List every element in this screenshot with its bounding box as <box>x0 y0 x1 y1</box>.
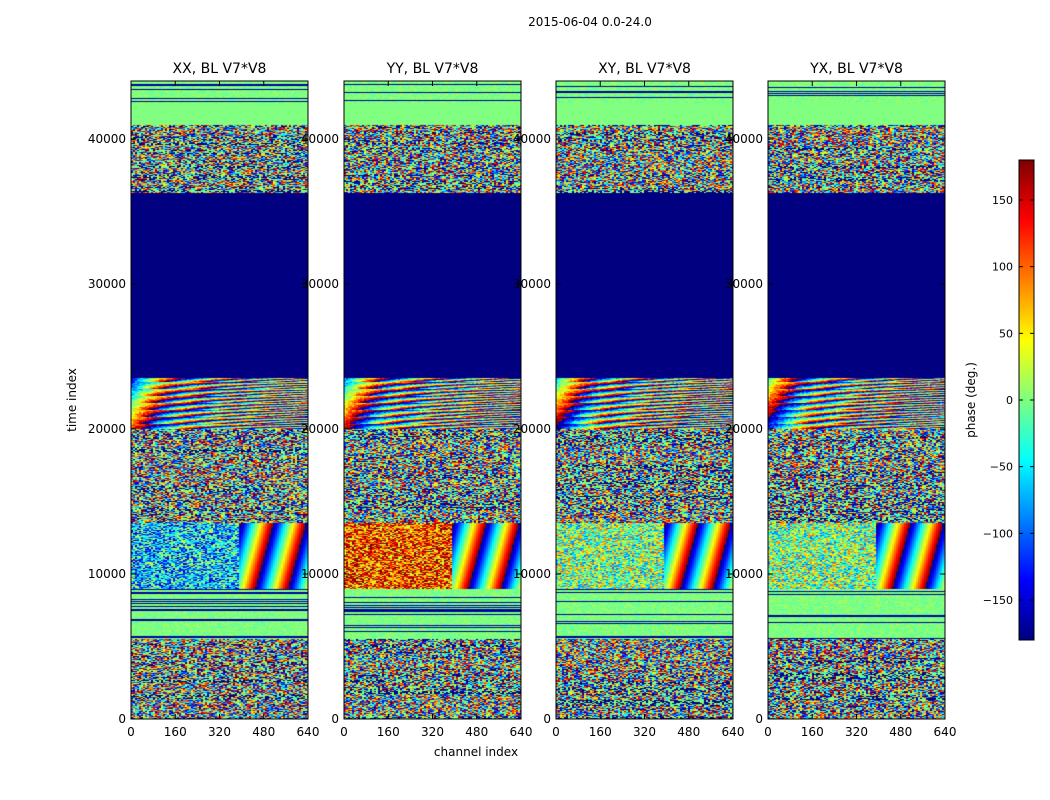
y-tick-label: 0 <box>755 712 763 726</box>
y-tick-label: 0 <box>331 712 339 726</box>
y-tick-label: 0 <box>543 712 551 726</box>
y-tick-label: 40000 <box>301 132 339 146</box>
x-tick-label: 320 <box>208 725 231 739</box>
heatmap-image <box>344 81 521 719</box>
colorbar-tick-label: 0 <box>1006 394 1013 407</box>
y-tick-label: 0 <box>118 712 126 726</box>
x-tick-label: 160 <box>377 725 400 739</box>
y-tick-label: 10000 <box>88 567 126 581</box>
colorbar-label: phase (deg.) <box>964 362 978 438</box>
y-tick-label: 20000 <box>725 422 763 436</box>
y-tick-label: 30000 <box>301 277 339 291</box>
y-tick-label: 10000 <box>301 567 339 581</box>
x-tick-label: 480 <box>889 725 912 739</box>
x-tick-label: 0 <box>552 725 560 739</box>
y-tick-label: 40000 <box>88 132 126 146</box>
colorbar-tick-label: −100 <box>983 527 1013 540</box>
heatmap-image <box>131 81 308 719</box>
y-tick-label: 30000 <box>725 277 763 291</box>
panels: XX, BL V7*V8 0 160 320 480 640 0 10000 20000 3000… <box>88 61 957 739</box>
colorbar: 150 100 50 0 −50 −100 −150 phase (deg.) <box>964 159 1035 641</box>
y-tick-label: 30000 <box>513 277 551 291</box>
panel-title: XY, BL V7*V8 <box>598 61 691 77</box>
x-axis-label: channel index <box>434 745 518 759</box>
x-tick-label: 0 <box>340 725 348 739</box>
x-tick-label: 160 <box>801 725 824 739</box>
y-tick-label: 40000 <box>513 132 551 146</box>
x-tick-label: 160 <box>589 725 612 739</box>
heatmap-image <box>768 81 945 719</box>
panel-title: YX, BL V7*V8 <box>809 61 903 77</box>
y-axis-label: time index <box>65 368 79 432</box>
colorbar-tick-label: 50 <box>999 327 1013 340</box>
x-tick-label: 640 <box>510 725 533 739</box>
heatmap-image <box>556 81 733 719</box>
panel-title: XX, BL V7*V8 <box>173 61 267 77</box>
y-tick-label: 20000 <box>513 422 551 436</box>
x-tick-label: 480 <box>677 725 700 739</box>
x-tick-label: 480 <box>252 725 275 739</box>
x-tick-label: 640 <box>722 725 745 739</box>
x-tick-label: 0 <box>127 725 135 739</box>
figure-title: 2015-06-04 0.0-24.0 <box>528 15 652 29</box>
y-tick-label: 10000 <box>513 567 551 581</box>
panel-xx: XX, BL V7*V8 0 160 320 480 640 0 10000 20000 3000… <box>88 61 320 739</box>
colorbar-tick-label: −150 <box>983 594 1013 607</box>
panel-title: YY, BL V7*V8 <box>386 61 479 77</box>
x-tick-label: 160 <box>164 725 187 739</box>
x-tick-label: 320 <box>845 725 868 739</box>
y-tick-label: 30000 <box>88 277 126 291</box>
x-tick-label: 640 <box>297 725 320 739</box>
x-tick-label: 640 <box>934 725 957 739</box>
y-tick-label: 10000 <box>725 567 763 581</box>
colorbar-tick-label: −50 <box>990 461 1013 474</box>
y-tick-label: 20000 <box>301 422 339 436</box>
x-tick-label: 480 <box>465 725 488 739</box>
x-tick-label: 320 <box>633 725 656 739</box>
colorbar-tick-label: 150 <box>992 194 1013 207</box>
y-tick-label: 20000 <box>88 422 126 436</box>
y-tick-label: 40000 <box>725 132 763 146</box>
panel-xy: XY, BL V7*V8 0 160 320 480 640 0 10000 20000 3000… <box>513 61 745 739</box>
panel-yx: YX, BL V7*V8 0 160 320 480 640 0 10000 20000 3000… <box>725 61 957 739</box>
x-tick-label: 320 <box>421 725 444 739</box>
panel-yy: YY, BL V7*V8 0 160 320 480 640 0 10000 20000 3000… <box>301 61 533 739</box>
x-tick-label: 0 <box>764 725 772 739</box>
colorbar-tick-label: 100 <box>992 261 1013 274</box>
